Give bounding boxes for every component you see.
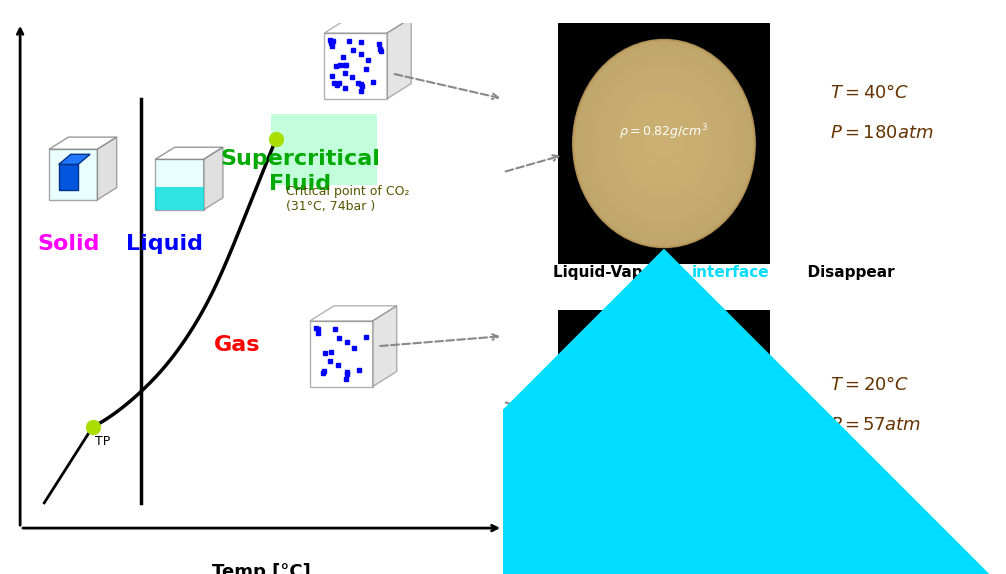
Circle shape (577, 332, 749, 529)
Circle shape (619, 92, 709, 195)
Circle shape (601, 71, 727, 216)
Polygon shape (49, 149, 98, 200)
Circle shape (655, 420, 673, 441)
Circle shape (605, 76, 722, 211)
Circle shape (596, 353, 731, 508)
Circle shape (614, 87, 714, 200)
Text: $T=20°C$: $T=20°C$ (830, 377, 909, 394)
Circle shape (605, 363, 722, 498)
Polygon shape (203, 147, 223, 210)
Circle shape (642, 118, 686, 169)
Circle shape (619, 379, 709, 482)
Text: $\rho_L = 0.77g/cm^3$: $\rho_L = 0.77g/cm^3$ (620, 441, 708, 460)
Circle shape (573, 40, 754, 247)
Circle shape (646, 123, 682, 164)
Circle shape (614, 374, 714, 487)
Text: Liquid-Vapor: Liquid-Vapor (553, 265, 666, 280)
Polygon shape (387, 18, 411, 99)
Circle shape (586, 343, 740, 518)
Circle shape (582, 338, 745, 523)
Circle shape (633, 107, 695, 180)
Circle shape (660, 138, 668, 149)
Text: $P=57atm$: $P=57atm$ (830, 417, 920, 435)
Text: Disappear: Disappear (797, 265, 895, 280)
Circle shape (628, 389, 700, 472)
Polygon shape (49, 137, 117, 149)
Circle shape (637, 400, 691, 461)
Circle shape (642, 405, 686, 456)
Polygon shape (155, 147, 223, 160)
Circle shape (637, 113, 691, 174)
Text: Critical point of CO₂
(31°C, 74bar ): Critical point of CO₂ (31°C, 74bar ) (286, 185, 409, 212)
Circle shape (628, 102, 700, 185)
Circle shape (633, 394, 695, 467)
Circle shape (596, 66, 731, 221)
Circle shape (573, 40, 754, 247)
Text: $\rho_L = 0.77g/cm^3$: $\rho_L = 0.77g/cm^3$ (617, 467, 711, 486)
Text: $T=40°C$: $T=40°C$ (830, 84, 909, 102)
Circle shape (610, 82, 718, 205)
Circle shape (650, 128, 678, 159)
Polygon shape (310, 321, 372, 387)
Circle shape (650, 415, 678, 446)
Circle shape (586, 56, 740, 231)
Circle shape (623, 97, 704, 190)
Polygon shape (58, 154, 91, 164)
Circle shape (577, 45, 749, 242)
Circle shape (646, 410, 682, 451)
Circle shape (601, 358, 727, 503)
Text: Liquid: Liquid (127, 234, 203, 254)
Circle shape (573, 327, 754, 534)
FancyArrowPatch shape (143, 250, 1006, 574)
Circle shape (660, 425, 668, 436)
FancyBboxPatch shape (558, 23, 770, 264)
Polygon shape (98, 137, 117, 200)
Text: $P=180atm$: $P=180atm$ (830, 124, 934, 142)
Circle shape (610, 369, 718, 492)
Circle shape (623, 384, 704, 477)
Text: Temp [°C]: Temp [°C] (212, 564, 311, 574)
Polygon shape (324, 33, 387, 99)
Polygon shape (372, 306, 396, 387)
Polygon shape (155, 160, 203, 210)
Circle shape (573, 327, 754, 534)
Text: $\rho = 0.82g/cm^3$: $\rho = 0.82g/cm^3$ (620, 122, 708, 142)
Text: Gas: Gas (214, 335, 261, 355)
Circle shape (592, 61, 736, 226)
FancyBboxPatch shape (558, 310, 770, 551)
Polygon shape (310, 306, 396, 321)
Circle shape (592, 348, 736, 513)
Text: interface: interface (691, 265, 770, 280)
Circle shape (582, 51, 745, 236)
FancyBboxPatch shape (272, 114, 377, 185)
Polygon shape (155, 187, 203, 210)
Circle shape (655, 133, 673, 154)
Text: Solid: Solid (37, 234, 100, 254)
Polygon shape (58, 164, 78, 189)
Text: $\rho_G = 0.19g/cm^3$: $\rho_G = 0.19g/cm^3$ (616, 375, 712, 394)
Polygon shape (324, 18, 411, 33)
Text: TP: TP (95, 435, 111, 448)
Text: Supercritical
Fluid: Supercritical Fluid (220, 149, 380, 194)
